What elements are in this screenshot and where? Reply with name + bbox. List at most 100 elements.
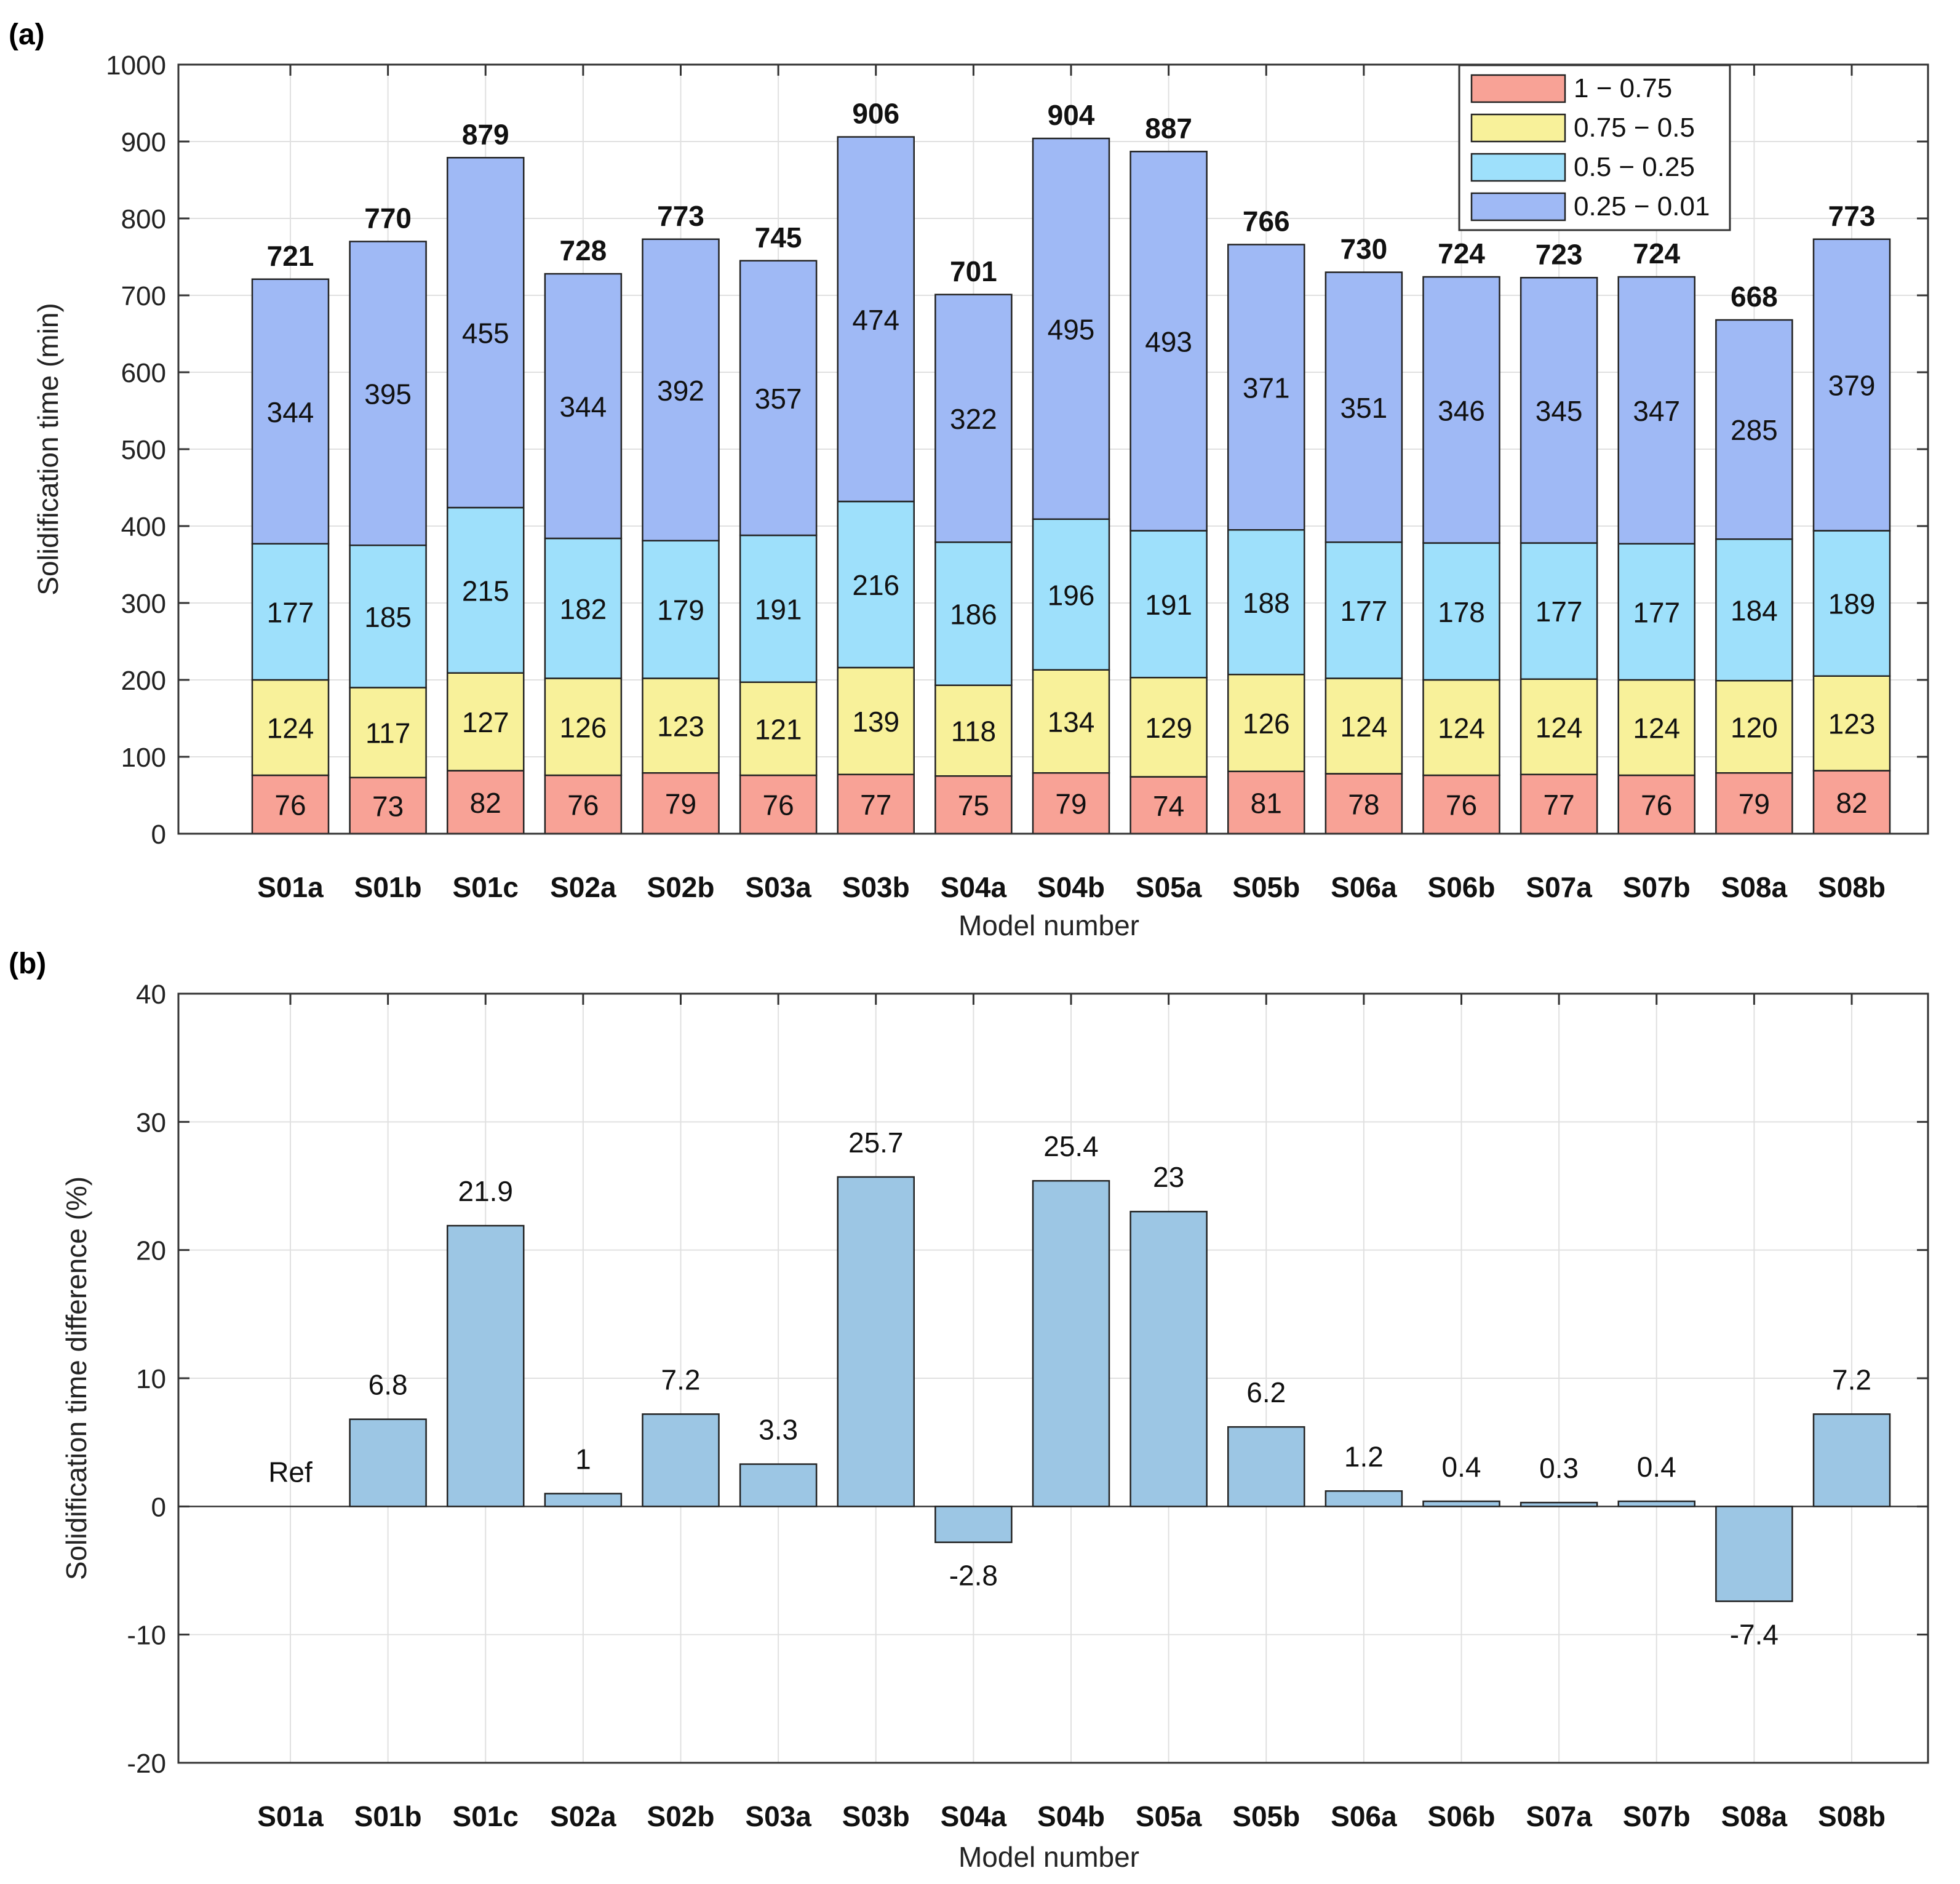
panel-a-xtick-label: S03a: [745, 871, 811, 903]
panel-a-xticks: S01a S01b S01c S02a S02b S03a S03b S04a S04b S05a…: [257, 65, 1886, 903]
segment-value-label: 346: [1438, 394, 1485, 426]
segment-value-label: 182: [560, 593, 607, 625]
stack-segment-4: [1422, 276, 1500, 544]
stack-segment-2: [251, 679, 330, 776]
panel-a-xtick-label: S02a: [550, 871, 616, 903]
stack-segment-2: [1032, 669, 1110, 774]
segment-value-label: 82: [470, 787, 501, 819]
total-value-label: 887: [1145, 112, 1192, 144]
panel-a-yticks: 0 100 200 300 400 500 600 700 800 900 1000: [106, 50, 1928, 850]
segment-value-label: 177: [1536, 596, 1583, 628]
stack-segment-4: [1520, 277, 1598, 544]
panel-b-yticks: -20 -10 0 10 20 30 40: [127, 980, 1928, 1779]
difference-value-label: 25.7: [848, 1127, 904, 1159]
segment-value-label: 77: [860, 789, 891, 821]
segment-value-label: 179: [657, 594, 704, 626]
panel-a-ytick-label: 200: [121, 666, 166, 696]
stack-segment-3: [1325, 541, 1403, 679]
difference-value-label: 0.4: [1442, 1451, 1481, 1483]
segment-value-label: 118: [951, 716, 996, 748]
panel-b-xtick-label: S08a: [1721, 1800, 1788, 1832]
stack-segment-3: [1520, 542, 1598, 680]
panel-b-xtick-label: S06b: [1428, 1800, 1496, 1832]
difference-value-label: 6.8: [368, 1369, 408, 1401]
segment-value-label: 191: [1145, 589, 1192, 621]
stack-segment-2: [544, 677, 623, 776]
panel-b-ytick-label: 10: [136, 1364, 166, 1394]
difference-value-label: Ref: [268, 1456, 313, 1488]
segment-value-label: 82: [1836, 787, 1867, 819]
difference-value-label: 0.3: [1539, 1452, 1579, 1484]
total-value-label: 879: [462, 118, 509, 150]
legend: 1 − 0.75 0.75 − 0.5 0.5 − 0.25 0.25 − 0.01: [1458, 64, 1731, 231]
segment-value-label: 76: [274, 789, 306, 821]
total-value-label: 668: [1731, 281, 1778, 313]
legend-label-3: 0.5 − 0.25: [1574, 152, 1695, 182]
stack-segment-4: [642, 238, 720, 541]
difference-value-label: 3.3: [759, 1414, 798, 1446]
stack-segment-2: [1129, 677, 1208, 778]
stack-segment-3: [447, 506, 525, 674]
segment-value-label: 121: [755, 713, 802, 745]
difference-bar: [1032, 1179, 1110, 1507]
segment-value-label: 79: [1055, 788, 1086, 820]
segment-value-label: 77: [1544, 789, 1575, 821]
stack-segment-1: [544, 774, 623, 835]
stack-segment-2: [1325, 677, 1403, 775]
stack-segment-1: [1422, 774, 1500, 835]
difference-bar: [1325, 1490, 1403, 1507]
panel-a-ytick-label: 100: [121, 743, 166, 773]
segment-value-label: 184: [1731, 594, 1778, 626]
total-value-label: 701: [950, 255, 997, 287]
panel-a-xtick-label: S01a: [257, 871, 324, 903]
panel-a-xtick-label: S04b: [1037, 871, 1105, 903]
panel-b-ytick-label: 20: [136, 1236, 166, 1266]
stack-segment-2: [739, 681, 818, 776]
total-value-label: 721: [267, 240, 314, 272]
segment-value-label: 117: [365, 717, 410, 749]
panel-b-xtick-label: S02b: [647, 1800, 715, 1832]
panel-a-xtick-label: S08a: [1721, 871, 1788, 903]
total-value-label: 724: [1438, 237, 1485, 269]
difference-value-label: 7.2: [1832, 1363, 1871, 1395]
stack-segment-3: [837, 500, 915, 669]
total-value-label: 728: [560, 234, 607, 266]
panel-a-xtick-label: S07b: [1623, 871, 1691, 903]
panel-a-ytick-label: 0: [151, 820, 166, 850]
panel-a-xtick-label: S06a: [1331, 871, 1397, 903]
segment-value-label: 120: [1731, 711, 1778, 743]
stack-segment-4: [251, 278, 330, 545]
difference-bar: [739, 1463, 818, 1507]
difference-value-label: 25.4: [1043, 1130, 1099, 1162]
segment-value-label: 185: [364, 601, 412, 633]
stack-segment-2: [1812, 675, 1891, 772]
stack-segment-4: [544, 273, 623, 540]
segment-value-label: 344: [267, 396, 314, 428]
stack-segment-4: [1227, 244, 1305, 531]
stack-segment-4: [1129, 151, 1208, 532]
panel-b-xtick-label: S02a: [550, 1800, 616, 1832]
segment-value-label: 124: [267, 712, 314, 744]
total-value-label: 906: [852, 98, 899, 130]
difference-value-label: -2.8: [949, 1560, 998, 1592]
segment-value-label: 124: [1633, 712, 1680, 744]
segment-value-label: 76: [1446, 789, 1477, 821]
difference-bar: [837, 1176, 915, 1507]
panel-a-ytick-label: 800: [121, 204, 166, 234]
segment-value-label: 395: [364, 378, 412, 410]
stack-segment-1: [1520, 773, 1598, 835]
segment-value-label: 357: [755, 383, 802, 415]
panel-a-xlabel: Model number: [958, 909, 1139, 941]
segment-value-label: 177: [1633, 596, 1680, 628]
legend-swatch-1: [1470, 74, 1566, 103]
stack-segment-3: [739, 534, 818, 683]
panel-a-ytick-label: 500: [121, 435, 166, 465]
stack-segment-2: [1422, 679, 1500, 776]
difference-bar: [1812, 1413, 1891, 1507]
difference-bar: [447, 1224, 525, 1507]
stack-segment-2: [1617, 679, 1695, 776]
segment-value-label: 177: [1341, 595, 1388, 627]
panel-b-xtick-label: S07b: [1623, 1800, 1691, 1832]
segment-value-label: 73: [372, 790, 404, 822]
total-value-label: 730: [1341, 233, 1388, 265]
